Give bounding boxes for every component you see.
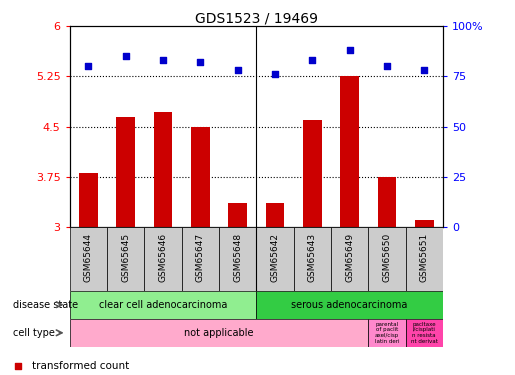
Text: transformed count: transformed count <box>31 361 129 371</box>
Bar <box>377 177 396 227</box>
Bar <box>116 117 135 227</box>
Point <box>84 63 92 69</box>
Bar <box>153 112 172 227</box>
Point <box>271 71 279 77</box>
Text: pacltaxe
l/cisplati
n resista
nt derivat: pacltaxe l/cisplati n resista nt derivat <box>411 322 438 344</box>
Point <box>122 53 130 59</box>
Title: GDS1523 / 19469: GDS1523 / 19469 <box>195 11 318 25</box>
Text: serous adenocarcinoma: serous adenocarcinoma <box>291 300 408 310</box>
Text: GSM65648: GSM65648 <box>233 233 242 282</box>
Bar <box>70 319 368 347</box>
Bar <box>294 227 331 291</box>
Text: GSM65651: GSM65651 <box>420 233 428 282</box>
Point <box>14 363 22 369</box>
Point <box>233 68 242 74</box>
Bar <box>107 227 144 291</box>
Point <box>383 63 391 69</box>
Text: GSM65650: GSM65650 <box>383 233 391 282</box>
Bar <box>191 127 210 227</box>
Text: GSM65643: GSM65643 <box>308 233 317 282</box>
Bar <box>406 319 443 347</box>
Bar <box>219 227 256 291</box>
Point <box>196 59 204 65</box>
Bar <box>368 227 406 291</box>
Bar <box>144 227 181 291</box>
Text: GSM65642: GSM65642 <box>270 233 279 282</box>
Bar <box>406 227 443 291</box>
Text: GSM65644: GSM65644 <box>84 233 93 282</box>
Bar <box>256 227 294 291</box>
Point <box>308 57 316 63</box>
Bar <box>228 204 247 227</box>
Bar <box>256 291 443 319</box>
Bar <box>368 319 406 347</box>
Bar <box>70 291 256 319</box>
Bar <box>79 173 97 227</box>
Bar <box>266 204 284 227</box>
Point <box>159 57 167 63</box>
Bar <box>70 227 107 291</box>
Bar <box>182 227 219 291</box>
Text: cell type: cell type <box>13 328 55 338</box>
Text: GSM65647: GSM65647 <box>196 233 204 282</box>
Text: clear cell adenocarcinoma: clear cell adenocarcinoma <box>99 300 227 310</box>
Point <box>346 47 354 53</box>
Text: GSM65646: GSM65646 <box>159 233 167 282</box>
Bar <box>303 120 321 227</box>
Text: GSM65649: GSM65649 <box>345 233 354 282</box>
Point <box>420 68 428 74</box>
Text: disease state: disease state <box>13 300 78 310</box>
Text: parental
of paclit
axel/cisp
latin deri: parental of paclit axel/cisp latin deri <box>374 322 399 344</box>
Text: not applicable: not applicable <box>184 328 253 338</box>
Bar <box>340 76 359 227</box>
Bar <box>415 220 434 227</box>
Bar <box>331 227 368 291</box>
Text: GSM65645: GSM65645 <box>121 233 130 282</box>
